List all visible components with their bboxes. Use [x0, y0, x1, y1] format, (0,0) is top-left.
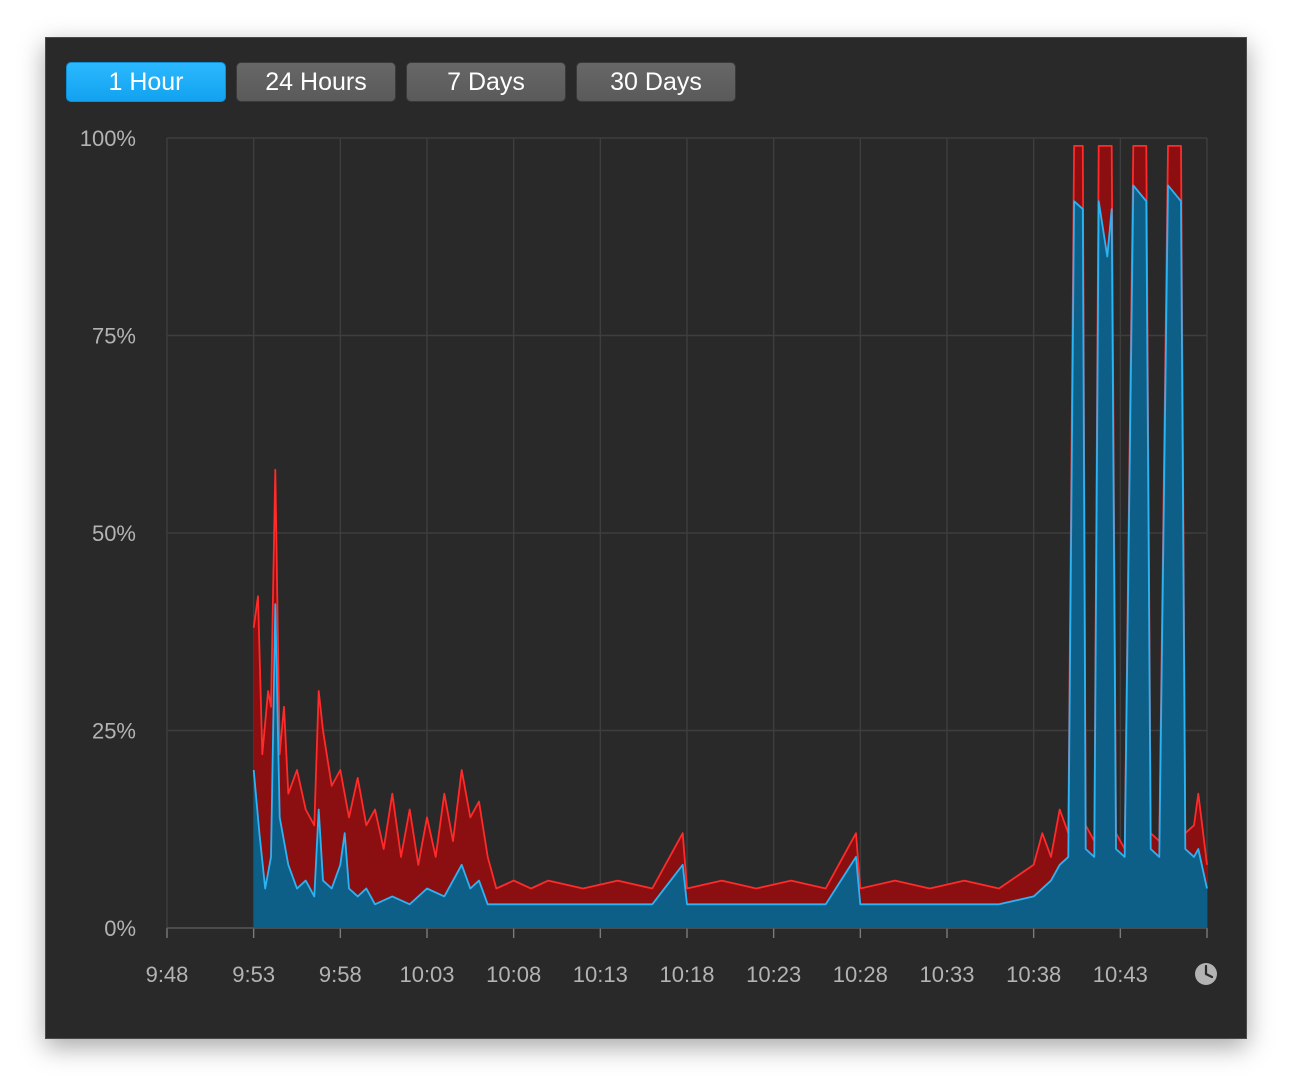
x-tick-label: 10:08 [486, 962, 541, 987]
tab-7-days[interactable]: 7 Days [406, 62, 566, 102]
x-tick-label: 9:58 [319, 962, 362, 987]
series-1-line [252, 145, 1208, 890]
chart-series [252, 145, 1208, 928]
clock-icon[interactable] [1195, 963, 1217, 985]
y-tick-label: 50% [92, 521, 136, 546]
cpu-history-window: 1 Hour 24 Hours 7 Days 30 Days 0% 25% 50% 7… [45, 37, 1247, 1039]
x-tick-label: 10:43 [1093, 962, 1148, 987]
x-axis-ticks: 9:48 9:53 9:58 10:03 10:08 10:13 10:18 10:23 10:… [146, 962, 1148, 987]
tab-30-days[interactable]: 30 Days [576, 62, 736, 102]
tab-24-hours[interactable]: 24 Hours [236, 62, 396, 102]
y-tick-label: 25% [92, 719, 136, 744]
x-tick-label: 10:33 [919, 962, 974, 987]
x-tick-label: 10:03 [399, 962, 454, 987]
x-tick-label: 10:13 [573, 962, 628, 987]
x-tick-label: 10:28 [833, 962, 888, 987]
x-tick-label: 10:18 [659, 962, 714, 987]
cpu-usage-chart: 0% 25% 50% 75% 100% 9:48 9:53 9:58 10:03 10:08 10… [80, 126, 1217, 987]
x-tick-label: 10:23 [746, 962, 801, 987]
series-2-area [253, 185, 1207, 928]
x-tick-label: 9:53 [232, 962, 275, 987]
y-tick-label: 0% [104, 916, 136, 941]
y-axis-ticks: 0% 25% 50% 75% 100% [80, 126, 136, 941]
y-tick-label: 75% [92, 324, 136, 349]
x-tick-label: 10:38 [1006, 962, 1061, 987]
series-1-area [253, 145, 1207, 928]
y-tick-label: 100% [80, 126, 136, 151]
x-tick-label: 9:48 [146, 962, 189, 987]
tab-1-hour[interactable]: 1 Hour [66, 62, 226, 102]
series-2-line [252, 184, 1208, 906]
